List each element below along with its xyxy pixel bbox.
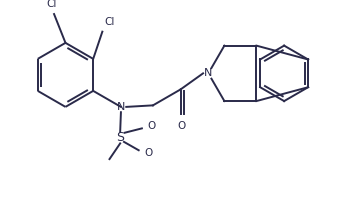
Text: N: N	[204, 68, 213, 78]
Text: O: O	[144, 148, 153, 158]
Text: O: O	[148, 121, 156, 131]
Text: N: N	[117, 102, 125, 112]
Text: S: S	[116, 131, 124, 144]
Text: Cl: Cl	[46, 0, 57, 9]
Text: Cl: Cl	[104, 17, 114, 27]
Text: O: O	[177, 121, 186, 131]
